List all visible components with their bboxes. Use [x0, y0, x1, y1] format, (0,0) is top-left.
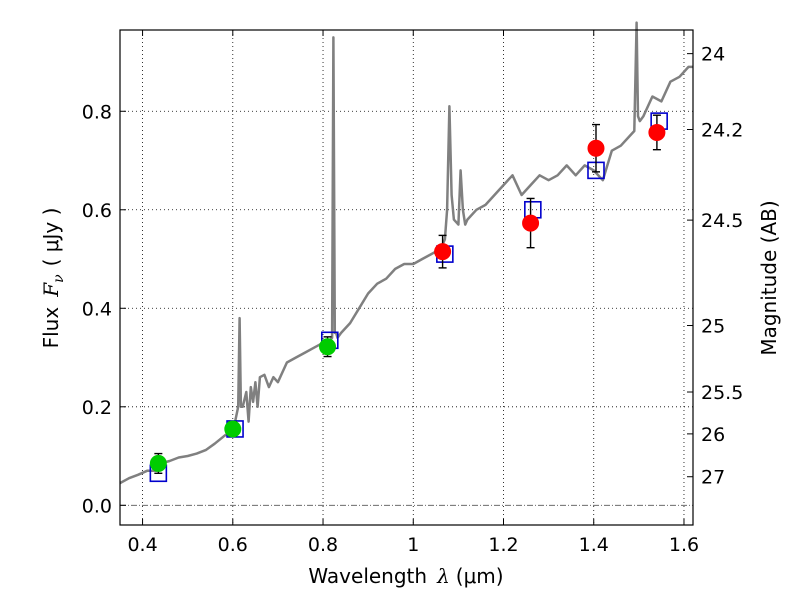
x-tick-label: 1 — [407, 534, 419, 556]
spectrum-line — [119, 21, 693, 485]
y-tick-label: 0.4 — [82, 298, 112, 320]
y2-tick-label: 24.2 — [701, 119, 743, 141]
y-tick-label: 0.6 — [82, 200, 112, 222]
observed-points — [149, 123, 666, 472]
x-axis-symbol: λ — [436, 564, 450, 588]
x-axis-title: Wavelength λ (μm) — [308, 564, 503, 588]
y2-tick-label: 24.5 — [701, 210, 743, 232]
model-spectrum — [119, 21, 693, 485]
data-point — [648, 123, 666, 141]
y-tick-label: 0.0 — [82, 495, 112, 517]
x-tick-label: 1.4 — [579, 534, 609, 556]
y-axis-symbol: F — [39, 282, 63, 298]
y2-tick-label: 25 — [701, 316, 725, 338]
y2-tick-label: 26 — [701, 424, 725, 446]
y-tick-label: 0.2 — [82, 397, 112, 419]
y2-axis-title: Magnitude (AB) — [757, 200, 781, 355]
x-tick-label: 0.4 — [127, 534, 157, 556]
x-tick-label: 0.8 — [308, 534, 338, 556]
x-tick-label: 1.6 — [669, 534, 699, 556]
y-tick-label: 0.8 — [82, 101, 112, 123]
x-tick-labels: 0.4 0.6 0.8 1 1.2 1.4 1.6 — [127, 534, 699, 556]
data-point — [319, 338, 337, 356]
error-bars — [154, 114, 661, 474]
data-point — [522, 214, 540, 232]
y-axis-subscript: ν — [51, 274, 67, 283]
y2-tick-label: 24 — [701, 44, 725, 66]
y-axis-title: Flux Fν ( μJy ) — [39, 208, 67, 349]
y2-tick-label: 27 — [701, 467, 725, 489]
plot-frame — [119, 29, 694, 526]
y-axis-unit: ( μJy ) — [39, 208, 63, 267]
y2-tick-labels: 24 24.2 24.5 25 25.5 26 27 — [701, 44, 743, 489]
y-axis-label: Flux — [39, 307, 63, 349]
y2-tick-label: 25.5 — [701, 382, 743, 404]
x-tick-label: 0.6 — [218, 534, 248, 556]
x-axis-unit: (μm) — [456, 564, 504, 588]
data-point — [149, 454, 167, 472]
y-tick-labels: 0.0 0.2 0.4 0.6 0.8 — [82, 101, 112, 517]
x-axis-label: Wavelength — [308, 564, 427, 588]
data-point — [587, 139, 605, 157]
data-point — [434, 243, 452, 261]
data-point — [224, 420, 242, 438]
x-tick-label: 1.2 — [488, 534, 518, 556]
grid-lines — [120, 30, 693, 525]
axis-ticks — [120, 30, 693, 525]
